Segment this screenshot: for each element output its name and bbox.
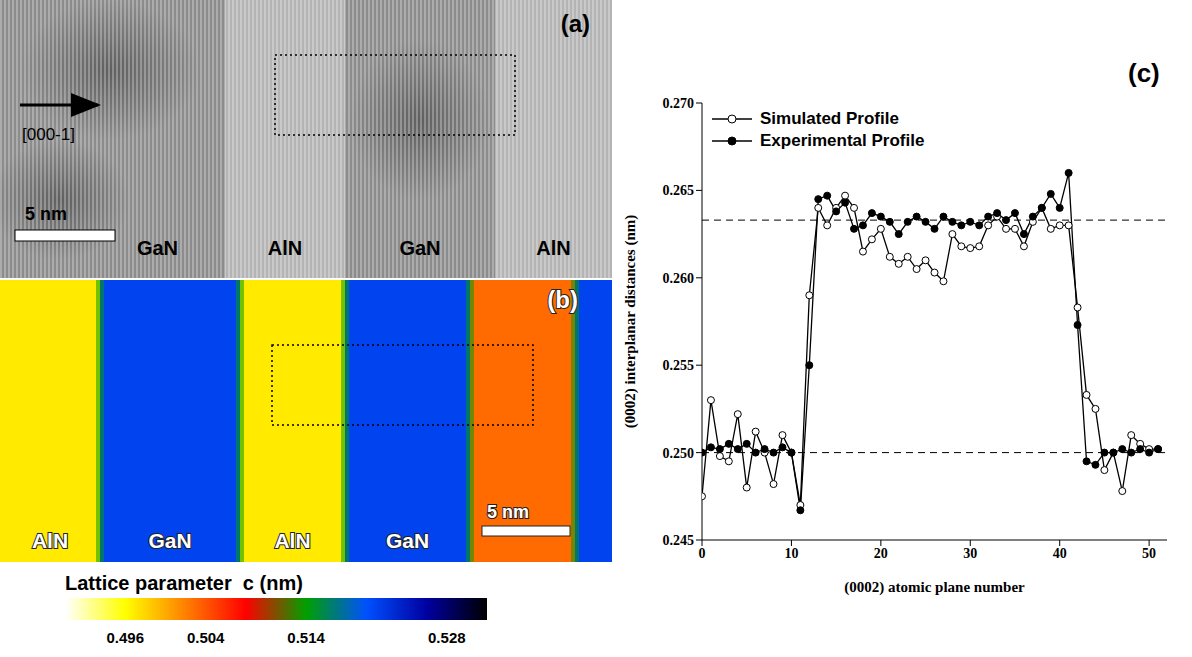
svg-text:0.255: 0.255 [663, 358, 695, 373]
svg-text:40: 40 [1053, 546, 1067, 561]
svg-text:20: 20 [874, 546, 888, 561]
svg-text:0.260: 0.260 [663, 271, 695, 286]
svg-text:GaN: GaN [386, 529, 429, 552]
svg-text:50: 50 [1142, 546, 1156, 561]
svg-text:0.496: 0.496 [107, 629, 145, 646]
svg-text:(a): (a) [561, 10, 590, 37]
svg-text:GaN: GaN [137, 237, 178, 259]
html-text:Simulated Profile: Simulated Profile [760, 109, 899, 128]
svg-text:GaN: GaN [399, 237, 440, 259]
svg-text:0.514: 0.514 [287, 629, 325, 646]
svg-text:[000-1]: [000-1] [22, 125, 75, 144]
svg-text:0.528: 0.528 [428, 629, 466, 646]
svg-text:AlN: AlN [32, 529, 68, 552]
svg-text:GaN: GaN [148, 529, 191, 552]
svg-text:0.250: 0.250 [663, 446, 695, 461]
html-text:(c): (c) [1128, 58, 1160, 88]
svg-text:5 nm: 5 nm [487, 502, 529, 522]
svg-text:(b): (b) [547, 286, 578, 313]
svg-text:(0002) interplanar distances (: (0002) interplanar distances (nm) [622, 215, 639, 428]
svg-text:0.245: 0.245 [663, 533, 695, 548]
svg-text:0.265: 0.265 [663, 183, 695, 198]
svg-text:Lattice parameter c (nm): Lattice parameter c (nm) [65, 572, 303, 594]
svg-text:30: 30 [963, 546, 977, 561]
svg-text:0.270: 0.270 [663, 96, 695, 111]
svg-text:AlN: AlN [536, 237, 570, 259]
svg-text:AlN: AlN [274, 529, 310, 552]
svg-text:AlN: AlN [268, 237, 302, 259]
html-text:Experimental Profile: Experimental Profile [760, 131, 925, 150]
svg-text:5 nm: 5 nm [25, 204, 67, 224]
svg-text:10: 10 [784, 546, 798, 561]
svg-text:0: 0 [699, 546, 706, 561]
svg-text:0.504: 0.504 [187, 629, 225, 646]
svg-text:(0002) atomic plane number: (0002) atomic plane number [844, 579, 1025, 596]
